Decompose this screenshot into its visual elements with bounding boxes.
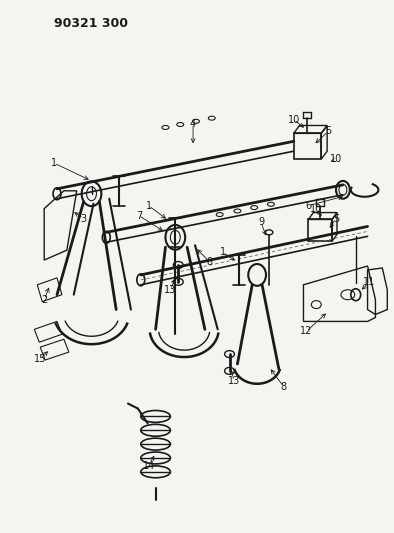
Text: 13: 13 bbox=[164, 285, 177, 295]
Text: 10: 10 bbox=[310, 204, 322, 214]
Text: 5: 5 bbox=[325, 126, 331, 136]
Text: 3: 3 bbox=[80, 214, 87, 223]
Text: 9: 9 bbox=[258, 217, 264, 228]
Text: 8: 8 bbox=[281, 382, 287, 392]
Text: 2: 2 bbox=[41, 295, 47, 305]
Text: 1: 1 bbox=[146, 200, 152, 211]
Text: 1: 1 bbox=[219, 247, 226, 257]
Text: 10: 10 bbox=[288, 115, 300, 125]
Text: 11: 11 bbox=[363, 277, 375, 287]
Text: 90321 300: 90321 300 bbox=[54, 17, 128, 30]
Text: 13: 13 bbox=[229, 376, 241, 386]
Text: 14: 14 bbox=[143, 461, 155, 471]
Text: 10: 10 bbox=[330, 154, 342, 164]
Ellipse shape bbox=[173, 278, 183, 285]
Text: 15: 15 bbox=[34, 354, 46, 364]
Text: 6: 6 bbox=[305, 200, 312, 211]
Ellipse shape bbox=[225, 367, 234, 374]
Text: 1: 1 bbox=[51, 158, 57, 168]
Text: 12: 12 bbox=[300, 326, 312, 336]
Text: 7: 7 bbox=[136, 211, 142, 221]
Text: 8: 8 bbox=[207, 257, 213, 267]
Text: 5: 5 bbox=[333, 214, 339, 223]
Text: 4: 4 bbox=[190, 118, 196, 128]
